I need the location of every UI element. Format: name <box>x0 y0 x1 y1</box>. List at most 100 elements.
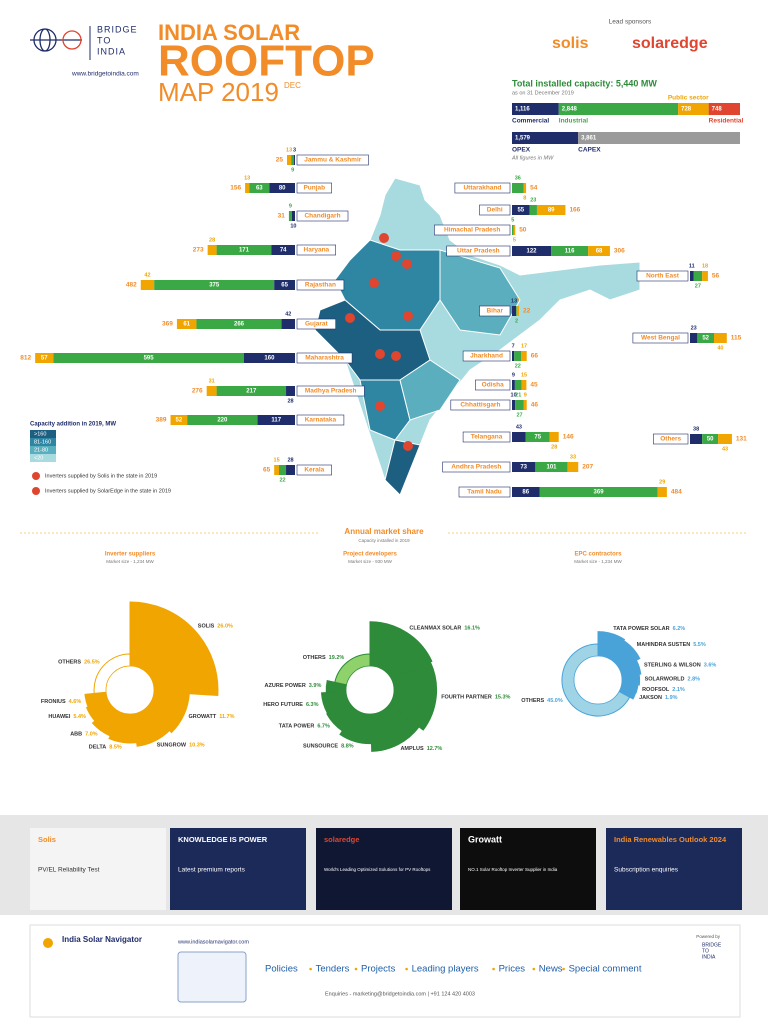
footer-menu-item[interactable]: Tenders <box>316 964 350 975</box>
state-segment <box>249 183 270 193</box>
title-line: INDIA SOLAR <box>158 20 300 45</box>
state-total: 131 <box>736 436 747 443</box>
state-label-box <box>636 270 689 282</box>
segment-value: 57 <box>41 356 48 362</box>
section-title-bg <box>320 526 448 540</box>
state-name: Odisha <box>482 382 504 389</box>
legend-label: 81-160 <box>34 439 51 445</box>
footer-menu-item[interactable]: Policies <box>265 964 298 975</box>
state-total: 50 <box>519 227 527 234</box>
slice-value: 19.2% <box>329 656 345 662</box>
segment-value: 17 <box>521 343 527 349</box>
state-name: Telangana <box>471 434 503 441</box>
state-name: Madhya Pradesh <box>305 388 357 395</box>
state-name: Punjab <box>303 185 325 192</box>
segment-value: 42 <box>144 272 150 278</box>
ad-panel <box>170 828 306 910</box>
footer-powered: Powered by <box>696 934 721 939</box>
slice-name: FRONIUS <box>41 699 66 705</box>
chart-subtitle: Market size - 1,234 MW <box>106 559 154 564</box>
segment-value: 68 <box>596 249 603 255</box>
state-total: 25 <box>276 157 284 164</box>
state-segment <box>286 386 295 396</box>
footer-menu-item[interactable]: Special comment <box>569 964 642 975</box>
segment-value: 369 <box>594 490 605 496</box>
slice-value: 12.7% <box>427 746 443 752</box>
segment-value: 9 <box>512 372 515 378</box>
slice-label: OTHERS 26.5% <box>58 660 100 666</box>
segment-value: 28 <box>287 457 293 463</box>
segment-value: 36 <box>515 175 521 181</box>
state-segment <box>140 280 155 290</box>
state-total: 207 <box>582 464 593 471</box>
state-segment <box>523 400 527 410</box>
state-segment <box>536 205 566 215</box>
menu-separator <box>354 967 358 971</box>
state-label-box <box>462 431 511 443</box>
footer-menu-item[interactable]: Prices <box>499 964 526 975</box>
state-segment <box>512 400 516 410</box>
slice-value: 11.7% <box>219 714 234 720</box>
state-label-box <box>450 399 511 411</box>
footer-contact: Enquiries - marketing@bridgetoindia.com … <box>325 991 475 997</box>
state-total: 115 <box>731 335 742 342</box>
slice-label: SUNGROW 10.3% <box>157 743 205 749</box>
state-segment <box>690 271 694 281</box>
slice-value: 1.9% <box>665 695 678 701</box>
slice-value: 15.3% <box>495 695 511 701</box>
state-name: Chhattisgarh <box>460 402 500 409</box>
state-segment <box>269 183 295 193</box>
chart-title: Inverter suppliers <box>105 552 156 558</box>
state-segment <box>549 432 559 442</box>
state-name: Others <box>660 436 681 443</box>
footer-menu-item[interactable]: Projects <box>361 964 396 975</box>
segment-value: 9 <box>524 392 527 398</box>
state-segment <box>539 487 658 497</box>
state-segment <box>516 306 520 316</box>
state-segment <box>512 205 530 215</box>
state-name: Uttar Pradesh <box>457 248 500 255</box>
segment-value: 220 <box>217 418 228 424</box>
slice-name: TATA POWER SOLAR <box>613 626 669 632</box>
footer-menu-item[interactable]: News <box>539 964 563 975</box>
segment-value: 748 <box>712 107 723 113</box>
title-line: ROOFTOP <box>158 37 375 86</box>
state-segment <box>291 155 295 165</box>
footer-brand-line: INDIA <box>702 954 716 960</box>
slice-name: OTHERS <box>58 660 81 666</box>
summary-segment <box>678 103 709 115</box>
segment-label: Industrial <box>559 118 588 125</box>
state-segment <box>512 380 515 390</box>
segment-value: 43 <box>516 424 522 430</box>
state-segment <box>693 271 703 281</box>
slice-value: 8.8% <box>341 744 354 750</box>
state-name: Bihar <box>486 308 503 315</box>
state-name: Uttarakhand <box>463 185 501 192</box>
state-name: Karnataka <box>305 417 337 424</box>
state-segment <box>512 351 515 361</box>
slice-name: GROWATT <box>189 714 217 720</box>
ad-panel <box>460 828 596 910</box>
legend-pin <box>32 472 40 480</box>
state-segment <box>243 353 295 363</box>
segment-value: 40 <box>717 345 723 351</box>
slice-name: AMPLUS <box>400 746 424 752</box>
state-total: 484 <box>671 489 682 496</box>
state-segment <box>512 225 514 235</box>
state-segment <box>288 211 292 221</box>
slice-value: 10.3% <box>189 743 205 749</box>
legend-title: Capacity addition in 2019, MW <box>30 422 116 428</box>
state-segment <box>274 280 295 290</box>
state-segment <box>690 333 698 343</box>
slice-name: MAHINDRA SUSTEN <box>637 643 691 649</box>
ad-text: World's Leading Optimized Solutions for … <box>324 867 431 872</box>
segment-value: 15 <box>274 457 280 463</box>
slice-label: HERO FUTURE 6.3% <box>263 702 318 708</box>
segment-value: 595 <box>144 356 155 362</box>
footer-menu-item[interactable]: Leading players <box>412 964 479 975</box>
state-segment <box>657 487 667 497</box>
state-total: 482 <box>126 282 137 289</box>
slice-label: DELTA 8.5% <box>89 745 122 751</box>
slice-name: STERLING & WILSON <box>644 663 701 669</box>
segment-value: 23 <box>691 325 697 331</box>
